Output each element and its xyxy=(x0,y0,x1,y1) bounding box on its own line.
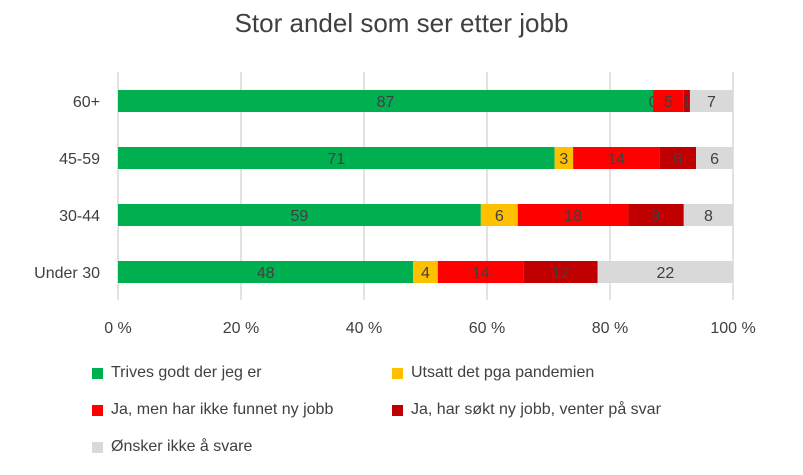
data-label: 7 xyxy=(707,94,716,111)
bar-segment xyxy=(696,147,733,169)
legend-swatch xyxy=(392,404,403,416)
y-category-label: 60+ xyxy=(73,94,100,111)
legend-item: Ja, har søkt ny jobb, venter på svar xyxy=(392,401,661,419)
bar-segment xyxy=(517,204,629,226)
x-tick-label: 0 % xyxy=(104,320,132,337)
bar-segment xyxy=(554,147,574,169)
data-label: 14 xyxy=(607,151,625,168)
data-label: 9 xyxy=(652,208,661,225)
legend-item: Ja, men har ikke funnet ny jobb xyxy=(92,401,333,419)
legend-swatch xyxy=(392,367,403,379)
bar-segment xyxy=(118,90,654,112)
bar-segment xyxy=(597,261,733,283)
bar-segment xyxy=(480,204,518,226)
data-label: 87 xyxy=(377,94,395,111)
data-label: 59 xyxy=(291,208,309,225)
x-tick-label: 60 % xyxy=(469,320,505,337)
y-category-label: Under 30 xyxy=(34,265,100,282)
bar-segment xyxy=(659,147,697,169)
data-label: 6 xyxy=(495,208,504,225)
bar-segment xyxy=(628,204,684,226)
legend-label: Ja, har søkt ny jobb, venter på svar xyxy=(411,401,661,418)
data-label: 8 xyxy=(704,208,713,225)
bar-segment xyxy=(523,261,598,283)
legend-label: Ønsker ikke å svare xyxy=(111,438,253,455)
x-tick-label: 20 % xyxy=(223,320,259,337)
legend-label: Trives godt der jeg er xyxy=(111,364,262,381)
legend-item: Ønsker ikke å svare xyxy=(92,438,252,456)
data-label: 3 xyxy=(559,151,568,168)
x-tick-label: 100 % xyxy=(710,320,755,337)
bar-segment xyxy=(683,204,733,226)
bar-segment xyxy=(437,261,524,283)
data-label: 14 xyxy=(472,265,490,282)
bar-segment xyxy=(653,90,684,112)
legend-label: Ja, men har ikke funnet ny jobb xyxy=(111,401,334,418)
data-label: 6 xyxy=(673,151,682,168)
legend-swatch xyxy=(92,367,103,379)
data-label: 6 xyxy=(710,151,719,168)
legend-label: Utsatt det pga pandemien xyxy=(411,364,595,381)
data-label: 1 xyxy=(682,94,691,111)
bar-segment xyxy=(689,90,733,112)
data-label: 22 xyxy=(656,265,674,282)
bar-segment xyxy=(573,147,660,169)
data-label: 18 xyxy=(564,208,582,225)
x-tick-label: 40 % xyxy=(346,320,382,337)
bar-segment xyxy=(413,261,438,283)
legend-item: Utsatt det pga pandemien xyxy=(392,364,594,382)
legend-swatch xyxy=(92,404,103,416)
bar-segment xyxy=(683,90,690,112)
bar-segment xyxy=(118,147,555,169)
data-label: 71 xyxy=(327,151,345,168)
data-label: 12 xyxy=(552,265,570,282)
bar-segment xyxy=(118,261,414,283)
data-label: 5 xyxy=(664,94,673,111)
legend-swatch xyxy=(92,441,103,453)
data-label: 48 xyxy=(257,265,275,282)
chart-title: Stor andel som ser etter jobb xyxy=(234,8,569,38)
x-tick-label: 80 % xyxy=(592,320,628,337)
bar-segment xyxy=(118,204,481,226)
legend-item: Trives godt der jeg er xyxy=(92,364,262,382)
y-category-label: 45-59 xyxy=(59,151,100,168)
y-category-label: 30-44 xyxy=(59,208,100,225)
data-label: 4 xyxy=(421,265,430,282)
